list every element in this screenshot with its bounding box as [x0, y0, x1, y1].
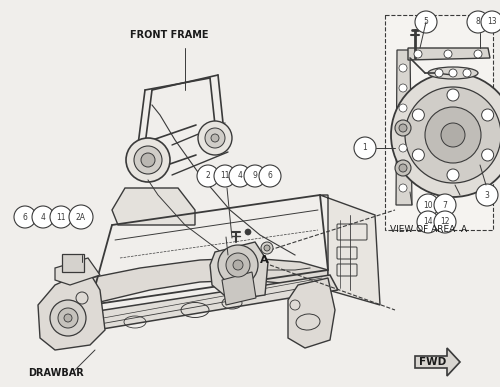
Circle shape [211, 134, 219, 142]
Circle shape [467, 11, 489, 33]
FancyBboxPatch shape [62, 254, 84, 272]
Ellipse shape [428, 67, 478, 79]
Text: 3: 3 [484, 190, 490, 200]
Circle shape [198, 121, 232, 155]
Polygon shape [38, 270, 105, 350]
Circle shape [399, 144, 407, 152]
Circle shape [244, 165, 266, 187]
Circle shape [435, 69, 443, 77]
Polygon shape [320, 195, 380, 305]
Circle shape [141, 153, 155, 167]
FancyBboxPatch shape [385, 15, 493, 230]
Circle shape [134, 146, 162, 174]
Circle shape [415, 11, 437, 33]
Circle shape [481, 11, 500, 33]
Text: A: A [260, 255, 268, 265]
Text: 2A: 2A [76, 212, 86, 221]
Circle shape [441, 123, 465, 147]
Circle shape [354, 137, 376, 159]
Text: FRONT FRAME: FRONT FRAME [130, 30, 208, 40]
Text: 11: 11 [220, 171, 230, 180]
Polygon shape [408, 48, 490, 60]
Circle shape [434, 211, 456, 233]
Circle shape [32, 206, 54, 228]
Polygon shape [210, 242, 268, 300]
Circle shape [14, 206, 36, 228]
Circle shape [69, 205, 93, 229]
Text: 4: 4 [40, 212, 46, 221]
Circle shape [399, 164, 407, 172]
Text: 13: 13 [487, 17, 497, 26]
Circle shape [414, 50, 422, 58]
Circle shape [447, 89, 459, 101]
Circle shape [474, 50, 482, 58]
Polygon shape [40, 275, 338, 338]
Circle shape [245, 229, 251, 235]
Circle shape [399, 184, 407, 192]
Circle shape [412, 109, 424, 121]
Circle shape [205, 128, 225, 148]
Circle shape [425, 107, 481, 163]
Circle shape [261, 242, 273, 254]
Circle shape [412, 149, 424, 161]
Circle shape [444, 50, 452, 58]
Circle shape [226, 253, 250, 277]
Text: DRAWBAR: DRAWBAR [28, 368, 84, 378]
Circle shape [476, 184, 498, 206]
Text: 9: 9 [252, 171, 258, 180]
Circle shape [126, 138, 170, 182]
Circle shape [58, 308, 78, 328]
Circle shape [50, 206, 72, 228]
Circle shape [399, 104, 407, 112]
Polygon shape [288, 278, 335, 348]
Circle shape [395, 120, 411, 136]
Polygon shape [415, 348, 460, 376]
Text: 10: 10 [423, 200, 433, 209]
Circle shape [399, 84, 407, 92]
Text: 8: 8 [476, 17, 480, 26]
Circle shape [447, 169, 459, 181]
Circle shape [417, 194, 439, 216]
Circle shape [434, 194, 456, 216]
Circle shape [449, 69, 457, 77]
Circle shape [399, 124, 407, 132]
Polygon shape [112, 188, 195, 225]
Circle shape [399, 164, 407, 172]
Polygon shape [55, 258, 100, 285]
Circle shape [197, 165, 219, 187]
Circle shape [218, 245, 258, 285]
Circle shape [463, 69, 471, 77]
Circle shape [482, 109, 494, 121]
Text: 4: 4 [238, 171, 242, 180]
Text: 11: 11 [56, 212, 66, 221]
Circle shape [399, 64, 407, 72]
Circle shape [395, 160, 411, 176]
Text: 12: 12 [440, 217, 450, 226]
Circle shape [399, 124, 407, 132]
Text: 2: 2 [206, 171, 210, 180]
Text: 6: 6 [22, 212, 28, 221]
Circle shape [50, 300, 86, 336]
Circle shape [482, 149, 494, 161]
Text: 7: 7 [442, 200, 448, 209]
Polygon shape [222, 272, 256, 305]
Circle shape [391, 73, 500, 197]
Polygon shape [40, 258, 328, 325]
Circle shape [264, 245, 270, 251]
Circle shape [417, 211, 439, 233]
Text: VIEW OF AREA  A: VIEW OF AREA A [390, 225, 467, 234]
Circle shape [64, 314, 72, 322]
Text: 5: 5 [424, 17, 428, 26]
Text: FWD: FWD [419, 357, 446, 367]
Polygon shape [396, 50, 412, 205]
Circle shape [233, 260, 243, 270]
Circle shape [405, 87, 500, 183]
Circle shape [214, 165, 236, 187]
Circle shape [259, 165, 281, 187]
Text: 1: 1 [362, 144, 368, 152]
Text: 6: 6 [268, 171, 272, 180]
Text: 14: 14 [423, 217, 433, 226]
Circle shape [229, 165, 251, 187]
